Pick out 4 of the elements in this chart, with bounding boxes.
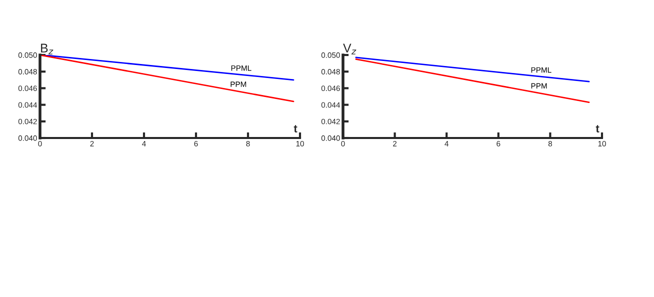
x-axis-title: t [596,125,600,132]
chart-title: B$_{z}$ [41,44,54,54]
x-axis-title: t [294,125,298,132]
chart-title: V$_{z}$ [343,44,356,54]
